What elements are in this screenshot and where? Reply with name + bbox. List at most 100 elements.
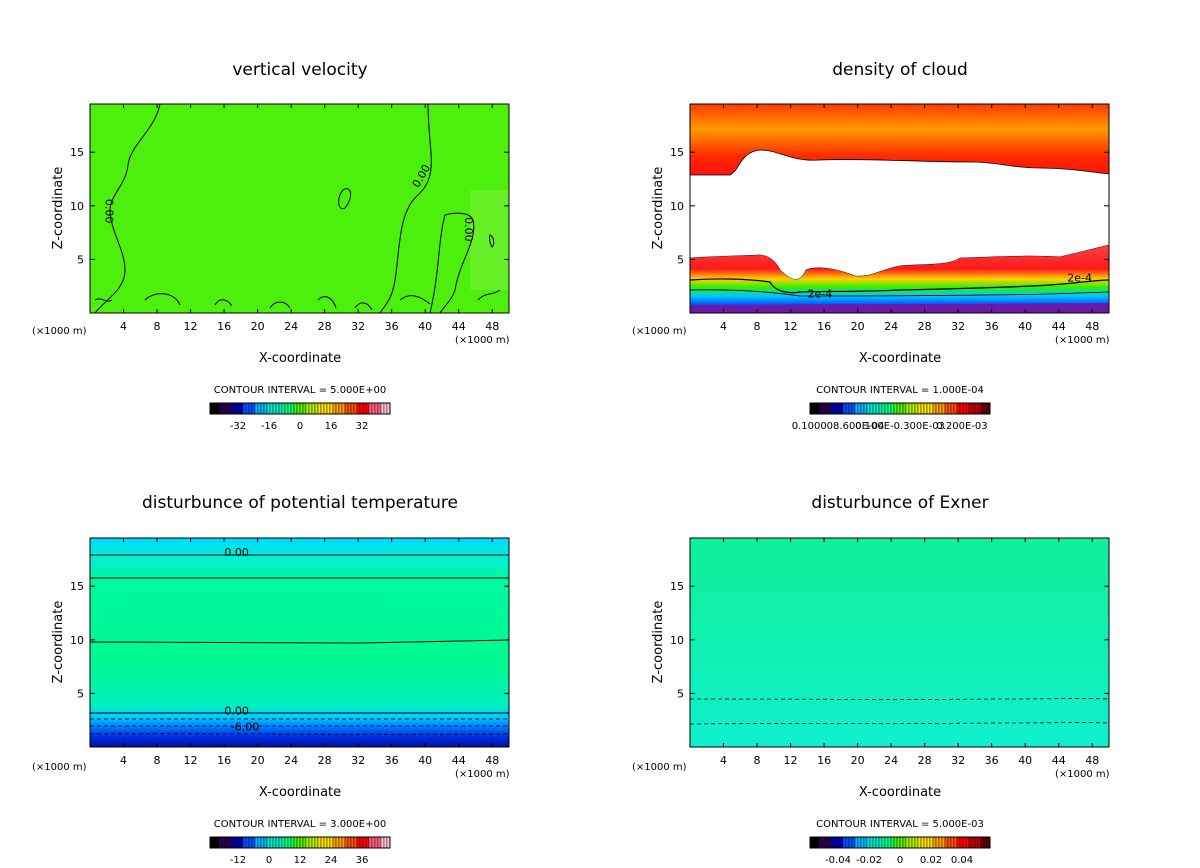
y-tick-label: 5 [77,253,84,266]
colorbar-cell [332,836,337,849]
colorbar-cell [977,836,982,849]
x-tick-label: 24 [284,754,298,767]
colorbar-cell [833,836,838,849]
colorbar: -12 0 12 24 36 [209,836,391,866]
x-tick-label: 12 [784,754,798,767]
colorbar-cell [959,836,964,849]
colorbar-cell [872,836,877,849]
colorbar-cell [254,402,259,415]
y-tick-label: 10 [70,634,84,647]
contour-label: 0.00 [102,199,115,224]
colorbar-cell [968,836,973,849]
colorbar-cell [929,402,934,415]
colorbar-cell [272,402,277,415]
plot-field [90,104,509,313]
colorbar-cell [959,402,964,415]
x-tick-label: 32 [951,320,965,333]
colorbar-cell [242,402,247,415]
colorbar-cell [260,402,265,415]
colorbar-cell [239,402,244,415]
colorbar-cell [281,836,286,849]
chart-title: density of cloud [832,60,968,80]
colorbar-cell [812,836,817,849]
colorbar-cell [878,836,883,849]
colorbar-tick-label: 36 [356,855,369,866]
colorbar-frame [209,836,391,849]
colorbar-cell [818,836,823,849]
colorbar-cell [275,836,280,849]
colorbar-cell [380,402,385,415]
colorbar-cell [290,402,295,415]
colorbar-cell [293,836,298,849]
colorbar-cell [371,836,376,849]
colorbar-cell [224,402,229,415]
colorbar-cell [887,836,892,849]
x-tick-label: 40 [418,754,432,767]
x-unit-label: (×1000 m) [32,326,87,337]
yticks: 5 10 15 [70,580,509,700]
colorbar-cell [338,402,343,415]
x-tick-label: 16 [217,754,231,767]
colorbar-tick-label: 16 [325,421,338,432]
x-tick-label: 36 [385,320,399,333]
colorbar-cell [317,836,322,849]
contour-line [689,722,1110,725]
colorbar-cell [857,402,862,415]
colorbar-cell [317,402,322,415]
colorbar-tick-label: 0.02 [920,855,942,866]
colorbar-tick-label: 0.04 [951,855,973,866]
colorbar-tick-label: 24 [325,855,338,866]
contour-label: 2e-4 [1067,272,1092,285]
colorbar-cell [320,402,325,415]
colorbar-cell [896,836,901,849]
colorbar-cell [827,402,832,415]
colorbar-cell [917,402,922,415]
x-tick-label: 4 [120,754,127,767]
xticks: 4 8 12 16 20 24 28 32 36 40 44 48 [720,538,1099,767]
colorbar-cell [305,836,310,849]
colorbar-cell [311,836,316,849]
colorbar-cell [848,402,853,415]
colorbar-cell [818,402,823,415]
colorbar-cell [938,402,943,415]
colorbar-cell [290,836,295,849]
colorbar-cell [287,836,292,849]
x-axis-label: X-coordinate [859,785,941,800]
colorbar-cell [212,402,217,415]
colorbar-cell [323,402,328,415]
colorbar-cell [251,402,256,415]
y-axis-label: Z-coordinate [51,167,66,250]
colorbar-cell [230,836,235,849]
colorbar-cell [920,402,925,415]
contour-line [89,639,510,644]
colorbar-cell [914,402,919,415]
colorbar-cell [326,402,331,415]
contour-label: -6.00 [231,721,259,734]
colorbar-cell [359,836,364,849]
colorbar-cell [299,836,304,849]
y-tick-label: 10 [670,634,684,647]
x-tick-label: 20 [251,320,265,333]
colorbar-cell [950,402,955,415]
colorbar-cell [329,836,334,849]
colorbar-cell [812,402,817,415]
colorbar-tick-label: -12 [230,855,246,866]
x-tick-label: 44 [452,320,466,333]
x-tick-label: 20 [251,754,265,767]
xticks: 4 8 12 16 20 24 28 32 36 40 44 48 [720,104,1099,333]
colorbar-cell [215,836,220,849]
colorbar-cell [974,836,979,849]
panel-density-of-cloud: density of cloud 4 8 12 16 20 24 28 32 36 40 44 48 … [632,60,1110,432]
colorbar-cell [947,402,952,415]
colorbar-cell [233,402,238,415]
xticks: 4 8 12 16 20 24 28 32 36 40 44 48 [120,104,499,333]
colorbar-cell [233,836,238,849]
colorbar-cell [941,836,946,849]
colorbar-cell [305,402,310,415]
colorbar-tick-label: 0.200E-03 [936,421,987,432]
colorbar-tick-label: 0 [897,855,903,866]
colorbar-cell [824,836,829,849]
colorbar-cell [335,402,340,415]
x-tick-label: 28 [318,320,332,333]
